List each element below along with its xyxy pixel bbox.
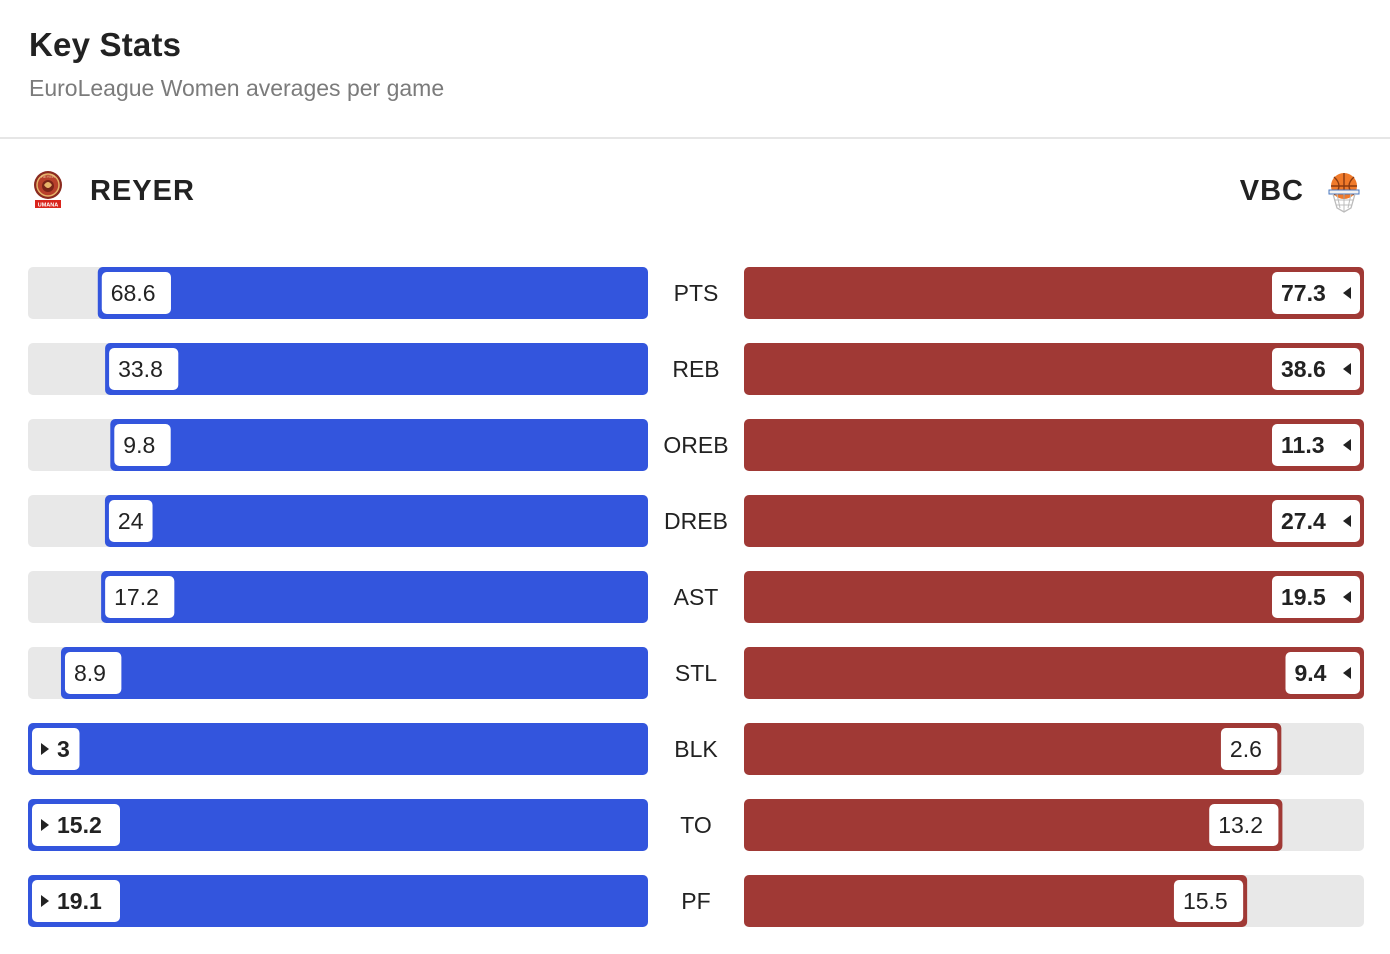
left-leader-arrow-icon-to <box>41 819 49 831</box>
left-bar-oreb <box>110 419 648 471</box>
right-value-pill-to <box>1209 804 1279 846</box>
left-value-label-ast: 17.2 <box>114 584 159 610</box>
left-value-label-dreb: 24 <box>118 508 144 534</box>
category-label-blk: BLK <box>674 736 718 762</box>
left-value-label-reb: 33.8 <box>118 356 163 382</box>
left-value-pill-to <box>32 804 120 846</box>
category-label-pts: PTS <box>674 280 719 306</box>
right-value-pill-pts <box>1272 272 1360 314</box>
reyer-logo-badge-text: UMANA <box>38 203 58 209</box>
right-value-label-pts: 77.3 <box>1281 280 1326 306</box>
left-value-pill-reb <box>109 348 179 390</box>
right-bar-pf <box>744 875 1248 927</box>
team-left-header: REYER UMANA REYER <box>30 168 195 214</box>
right-value-pill-pf <box>1173 880 1244 922</box>
right-value-label-oreb: 11.3 <box>1281 432 1325 458</box>
right-value-label-blk: 2.6 <box>1230 736 1262 762</box>
vbc-basketball-logo-icon <box>1328 173 1360 213</box>
stat-row-oreb: 9.8 OREB 11.3 <box>28 419 1364 471</box>
left-bar-pf <box>28 875 648 927</box>
stat-row-blk: 3 BLK 2.6 <box>28 723 1364 775</box>
stat-row-reb: 33.8 REB 38.6 <box>28 343 1364 395</box>
left-value-label-pf: 19.1 <box>57 888 102 914</box>
left-value-pill-stl <box>64 652 122 694</box>
right-value-pill-oreb <box>1272 424 1360 466</box>
left-bar-blk <box>28 723 648 775</box>
right-value-pill-stl <box>1285 652 1360 694</box>
right-value-pill-dreb <box>1272 500 1360 542</box>
left-bar-reb <box>105 343 648 395</box>
card-header: Key Stats EuroLeague Women averages per … <box>0 0 1390 139</box>
right-bar-stl <box>744 647 1364 699</box>
left-value-label-oreb: 9.8 <box>123 432 155 458</box>
card-title: Key Stats <box>29 26 182 63</box>
stat-row-pts: 68.6 PTS 77.3 <box>28 267 1364 319</box>
right-bar-pts <box>744 267 1364 319</box>
team-left-name: REYER <box>90 174 195 207</box>
right-bar-oreb <box>744 419 1364 471</box>
left-bar-pts <box>97 267 648 319</box>
stat-row-dreb: 24 DREB 27.4 <box>28 495 1364 547</box>
right-bar-to <box>744 799 1283 851</box>
category-label-pf: PF <box>681 888 710 914</box>
left-value-pill-pts <box>101 272 171 314</box>
right-leader-arrow-icon-pts <box>1343 287 1351 299</box>
stat-row-to: 15.2 TO 13.2 <box>28 799 1364 851</box>
right-bar-reb <box>744 343 1364 395</box>
category-label-reb: REB <box>672 356 719 382</box>
left-bar-dreb <box>104 495 648 547</box>
right-leader-arrow-icon-reb <box>1343 363 1351 375</box>
right-value-label-reb: 38.6 <box>1281 356 1326 382</box>
left-leader-arrow-icon-blk <box>41 743 49 755</box>
left-value-pill-blk <box>32 728 80 770</box>
category-label-ast: AST <box>674 584 719 610</box>
stat-row-pf: 19.1 PF 15.5 <box>28 875 1364 927</box>
category-label-dreb: DREB <box>664 508 728 534</box>
left-value-pill-oreb <box>114 424 171 466</box>
right-value-label-stl: 9.4 <box>1295 660 1327 686</box>
category-label-to: TO <box>680 812 712 838</box>
reyer-logo-text: REYER <box>41 174 55 179</box>
right-value-pill-reb <box>1272 348 1360 390</box>
right-bar-ast <box>744 571 1364 623</box>
left-leader-arrow-icon-pf <box>41 895 49 907</box>
left-value-label-pts: 68.6 <box>111 280 156 306</box>
right-leader-arrow-icon-oreb <box>1343 439 1351 451</box>
left-value-pill-pf <box>32 880 120 922</box>
right-bar-dreb <box>744 495 1364 547</box>
right-value-label-pf: 15.5 <box>1183 888 1228 914</box>
left-value-label-blk: 3 <box>57 736 70 762</box>
key-stats-chart: 68.6 PTS 77.333.8 REB 38.69.8 OREB 11.324 DREB 2… <box>28 267 1364 927</box>
team-right-name: VBC <box>1239 174 1304 207</box>
team-right-header: VBC <box>1240 168 1362 214</box>
right-value-pill-blk <box>1220 728 1278 770</box>
left-value-label-to: 15.2 <box>57 812 102 838</box>
stat-row-ast: 17.2 AST 19.5 <box>28 571 1364 623</box>
right-value-label-to: 13.2 <box>1218 812 1263 838</box>
left-bar-ast <box>101 571 649 623</box>
right-bar-blk <box>744 723 1282 775</box>
left-bar-to <box>28 799 648 851</box>
card-subtitle: EuroLeague Women averages per game <box>29 75 445 101</box>
right-leader-arrow-icon-dreb <box>1343 515 1351 527</box>
left-value-label-stl: 8.9 <box>74 660 106 686</box>
right-leader-arrow-icon-ast <box>1343 591 1351 603</box>
reyer-logo-icon: REYER UMANA <box>34 171 62 209</box>
left-value-pill-dreb <box>108 500 153 542</box>
right-value-pill-ast <box>1272 576 1360 618</box>
right-value-label-ast: 19.5 <box>1281 584 1326 610</box>
right-leader-arrow-icon-stl <box>1343 667 1351 679</box>
left-value-pill-ast <box>105 576 175 618</box>
right-value-label-dreb: 27.4 <box>1281 508 1326 534</box>
left-bar-stl <box>60 647 649 699</box>
category-label-stl: STL <box>675 660 717 686</box>
stat-row-stl: 8.9 STL 9.4 <box>28 647 1364 699</box>
category-label-oreb: OREB <box>663 432 728 458</box>
